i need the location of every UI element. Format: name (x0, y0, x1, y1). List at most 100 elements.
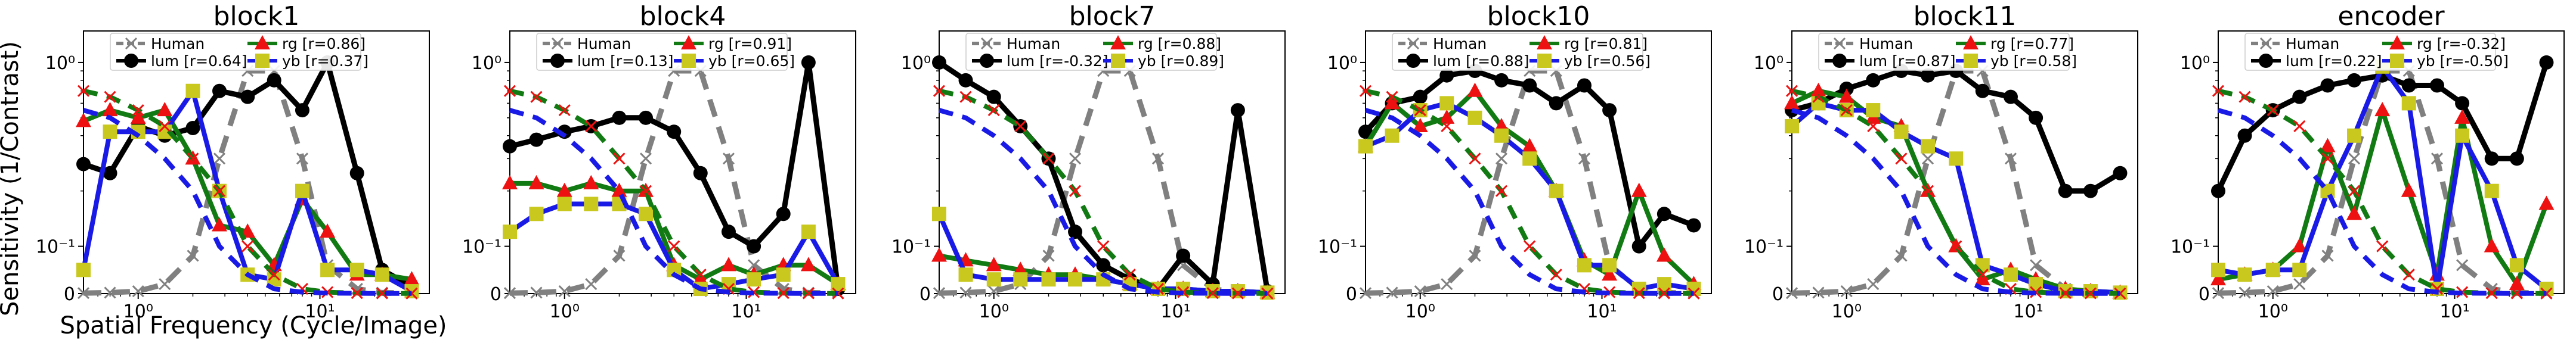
legend-marker (682, 54, 696, 68)
data-point (1577, 78, 1592, 93)
x-tick-label: 10¹ (305, 301, 335, 322)
data-point (187, 250, 199, 262)
legend-label-rg: rg [r=0.88] (1138, 35, 1221, 52)
data-point (76, 157, 91, 172)
legend-label-human: Human (1859, 35, 1913, 52)
data-point (933, 85, 946, 97)
data-point (1602, 103, 1617, 118)
data-point (2484, 183, 2499, 198)
series-lum (1358, 64, 1701, 254)
legend-marker (2389, 35, 2405, 49)
data-point (1867, 278, 1880, 291)
data-point (2510, 287, 2523, 300)
data-point (721, 224, 736, 239)
data-point (1631, 239, 1646, 254)
x-axis-label: Spatial Frequency (Cycle/Image) (60, 312, 447, 339)
data-point (2320, 78, 2335, 93)
data-point (1921, 152, 1934, 165)
x-tick-label: 10⁰ (1405, 301, 1435, 322)
series-line (938, 108, 1268, 296)
x-tick-label: 10¹ (2439, 301, 2469, 322)
data-point (986, 89, 1001, 104)
legend-label-lum: lum [r=0.88] (1433, 52, 1530, 70)
data-point (1386, 91, 1398, 103)
data-point (1657, 207, 1671, 222)
legend-label-yb: yb [r=0.37] (282, 52, 369, 70)
legend-box (2244, 33, 2496, 71)
series-line (1791, 108, 2120, 296)
data-point (1386, 286, 1398, 299)
chart-title: block10 (1487, 1, 1590, 32)
data-point (722, 152, 735, 165)
legend-label-lum: lum [r=-0.32] (1007, 52, 1109, 70)
data-point (1412, 117, 1428, 132)
legend-box (965, 33, 1217, 71)
data-point (776, 267, 791, 282)
series-yb-human (2217, 108, 2547, 296)
data-point (1439, 68, 1454, 83)
data-point (1633, 287, 1645, 300)
data-point (103, 124, 117, 139)
data-point (2059, 287, 2072, 300)
legend-marker (2259, 37, 2272, 50)
data-point (611, 182, 627, 197)
data-point (104, 286, 116, 299)
data-point (694, 269, 707, 281)
data-point (159, 278, 171, 291)
data-point (585, 278, 597, 291)
data-point (1441, 278, 1453, 291)
legend-label-rg: rg [r=0.81] (1564, 35, 1648, 52)
data-point (987, 285, 1000, 298)
data-point (2212, 287, 2225, 300)
data-point (1812, 286, 1825, 299)
data-point (613, 152, 626, 165)
data-point (320, 223, 336, 238)
y-axis-label: Sensitivity (1/Contrast) (0, 41, 24, 316)
data-point (349, 166, 364, 180)
data-point (2374, 102, 2391, 117)
y-tick-label: 10⁻¹ (1318, 237, 1357, 258)
data-point (295, 183, 309, 198)
data-point (747, 272, 761, 287)
legend-label-yb: yb [r=0.89] (1138, 52, 1224, 70)
legend-box (1818, 33, 2070, 71)
legend-label-human: Human (151, 35, 205, 52)
data-point (1151, 152, 1165, 165)
data-point (1494, 73, 1509, 88)
data-point (2321, 152, 2334, 165)
legend-box (1392, 33, 1643, 71)
data-point (102, 102, 118, 117)
y-tick-label: 0 (490, 284, 501, 305)
data-point (1974, 271, 1990, 286)
plot-frame (83, 30, 430, 294)
data-point (2538, 195, 2555, 210)
data-point (1602, 266, 1618, 281)
data-point (2348, 152, 2361, 165)
data-point (1550, 269, 1562, 281)
y-tick-label: 10⁰ (901, 53, 931, 74)
data-point (2238, 286, 2251, 299)
x-tick-label: 10⁰ (550, 301, 580, 322)
plot-frame (939, 30, 1286, 294)
data-point (1838, 88, 1854, 103)
data-point (1494, 128, 1509, 143)
data-point (185, 83, 200, 98)
data-point (1785, 119, 1799, 133)
legend-label-yb: yb [r=0.56] (1564, 52, 1651, 70)
legend-label-lum: lum [r=0.22] (2286, 52, 2382, 70)
data-point (1894, 124, 1909, 139)
data-point (404, 271, 420, 286)
data-point (584, 197, 599, 211)
data-point (1784, 95, 1800, 110)
data-point (2346, 205, 2363, 220)
data-point (2003, 267, 2018, 282)
data-point (959, 91, 972, 103)
data-point (1467, 82, 1483, 97)
data-point (558, 285, 571, 298)
data-point (1469, 250, 1481, 262)
data-point (2029, 277, 2044, 292)
